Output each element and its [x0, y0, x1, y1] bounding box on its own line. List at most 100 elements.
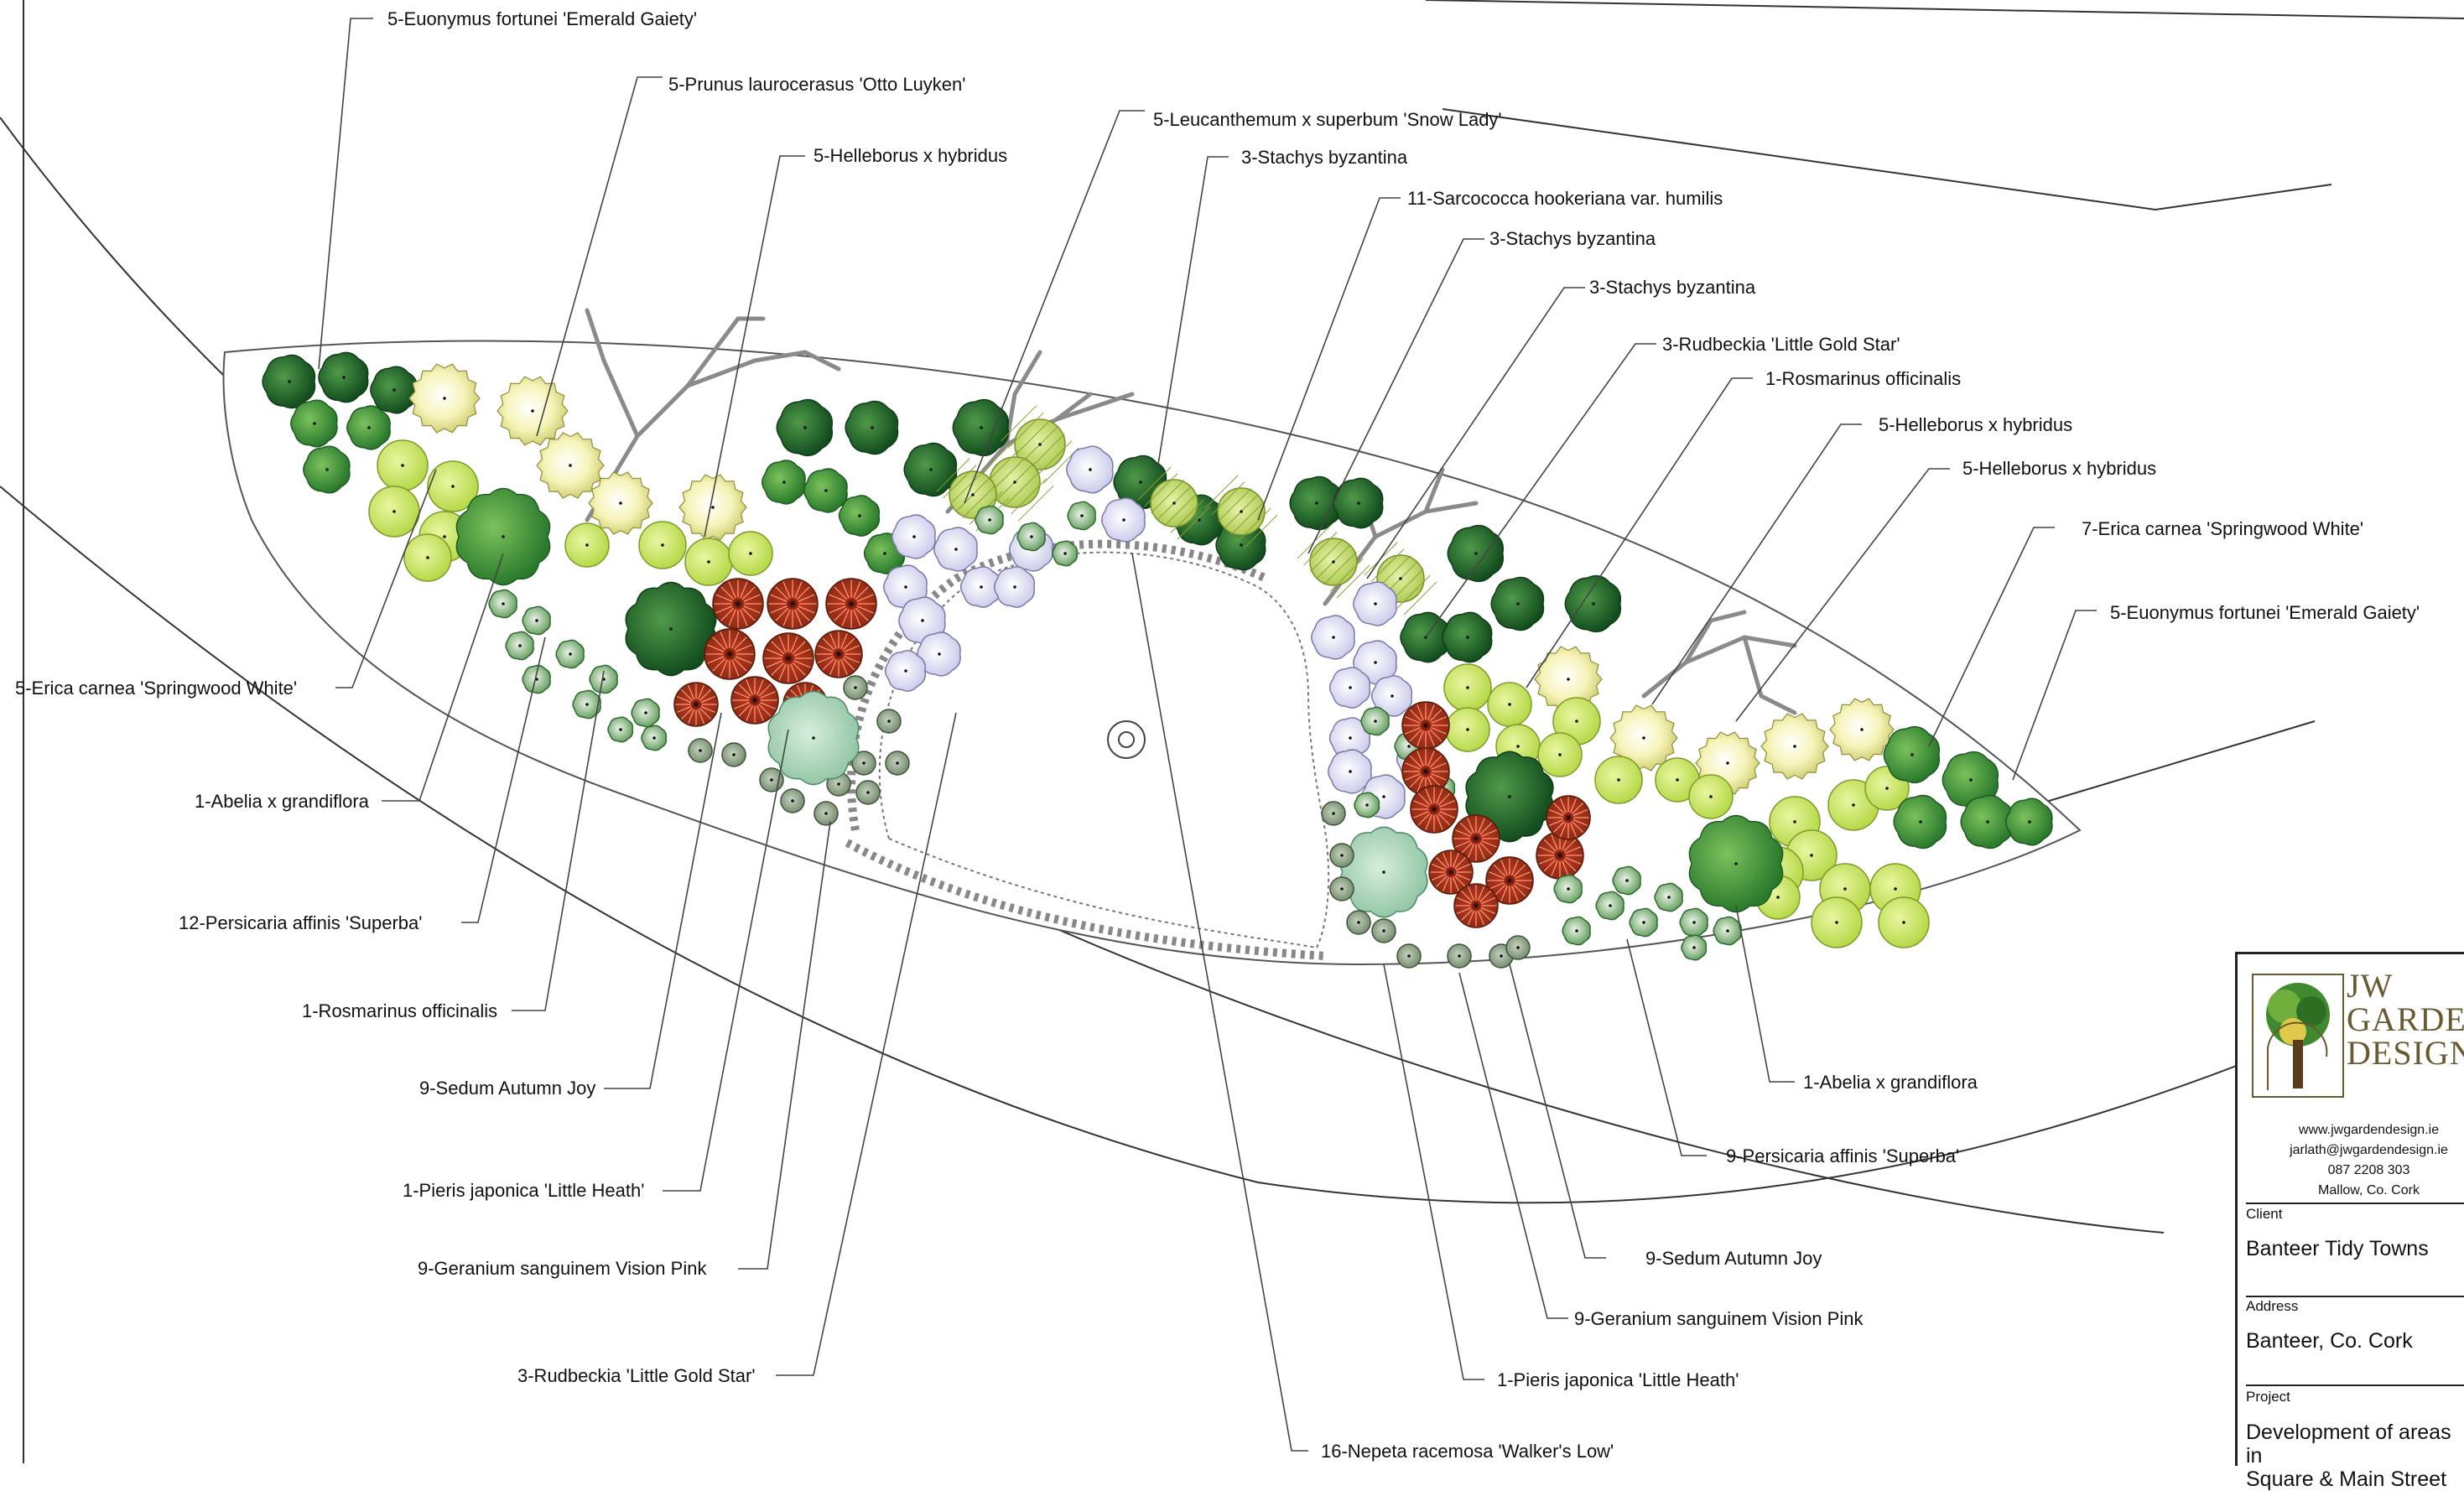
persicaria-symbol: [1360, 706, 1390, 736]
shrub-mid-symbol: [290, 399, 338, 448]
rudbeckia-symbol: [825, 578, 877, 630]
helleborus-symbol: [1760, 713, 1829, 780]
rudbeckia-symbol: [1452, 814, 1500, 863]
leucanthemum-symbol: [1066, 445, 1114, 494]
leucanthemum-symbol: [884, 650, 927, 692]
rudbeckia-symbol: [814, 630, 863, 678]
persicaria-symbol: [1595, 891, 1624, 921]
rudbeckia-symbol: [673, 682, 719, 727]
divider: [2246, 1203, 2464, 1204]
label-rudbeckia-bottom: 3-Rudbeckia 'Little Gold Star': [517, 1365, 756, 1386]
perennial-lime-symbol: [1688, 774, 1734, 819]
shrub-dark-symbol: [1400, 611, 1451, 663]
shrub-mid-symbol: [303, 445, 351, 494]
geranium-symbol: [851, 751, 876, 776]
client-value: Banteer Tidy Towns: [2246, 1237, 2429, 1260]
label-helleborus-3: 5-Helleborus x hybridus: [1962, 458, 2156, 479]
persicaria-symbol: [1553, 874, 1583, 904]
shrub-mid-symbol: [1883, 725, 1940, 784]
helleborus-symbol: [536, 432, 605, 499]
label-rosmarinus-left: 1-Rosmarinus officinalis: [302, 1000, 497, 1021]
leucanthemum-symbol: [1370, 675, 1413, 717]
rudbeckia-symbol: [1536, 831, 1584, 880]
persicaria-symbol: [522, 605, 551, 636]
persicaria-symbol: [1562, 916, 1591, 946]
shrub-mid-symbol: [346, 405, 391, 450]
leucanthemum-symbol: [1353, 581, 1397, 626]
rudbeckia-symbol: [762, 632, 814, 684]
label-persicaria-right: 9-Persicaria affinis 'Superba': [1726, 1146, 1959, 1166]
leucanthemum-symbol: [1311, 615, 1355, 660]
geranium-symbol: [843, 675, 868, 700]
label-euonymus-right: 5-Euonymus fortunei 'Emerald Gaiety': [2110, 602, 2420, 623]
divider: [2246, 1384, 2464, 1386]
location-text: Mallow, Co. Cork: [2318, 1183, 2420, 1197]
label-leucanthemum: 5-Leucanthemum x superbum 'Snow Lady': [1153, 109, 1502, 130]
leucanthemum-symbol: [1328, 667, 1371, 709]
label-abelia-right: 1-Abelia x grandiflora: [1803, 1072, 1978, 1093]
label-geranium-right: 9-Geranium sanguinem Vision Pink: [1574, 1308, 1864, 1329]
stachys-symbol: [1137, 466, 1211, 540]
nepeta-symbol: [767, 690, 860, 786]
persicaria-symbol: [522, 664, 551, 694]
contact-details: www.jwgardendesign.ie jarlath@jwgardende…: [2271, 1120, 2464, 1201]
perennial-lime-symbol: [728, 531, 773, 576]
rudbeckia-symbol: [767, 578, 819, 630]
rudbeckia-symbol: [1485, 856, 1534, 905]
geranium-symbol: [1329, 843, 1354, 868]
geranium-symbol: [885, 751, 910, 776]
shrub-dark-symbol: [262, 354, 316, 409]
persicaria-symbol: [1354, 792, 1380, 818]
shrub-mid-symbol: [838, 495, 881, 537]
rudbeckia-symbol: [1453, 883, 1499, 928]
leucanthemum-symbol: [1328, 749, 1372, 794]
brand-name: JW GARDEN DESIGN: [2347, 967, 2464, 1072]
label-rosmarinus-top: 1-Rosmarinus officinalis: [1765, 368, 1961, 389]
project-value: Development of areas in Square & Main St…: [2246, 1421, 2451, 1491]
shrub-dark-symbol: [625, 581, 717, 677]
label-helleborus-2: 5-Helleborus x hybridus: [1879, 414, 2072, 435]
geranium-symbol: [1346, 910, 1371, 935]
label-sedum-left: 9-Sedum Autumn Joy: [419, 1078, 595, 1099]
address-value: Banteer, Co. Cork: [2246, 1329, 2413, 1353]
persicaria-symbol: [975, 505, 1004, 535]
geranium-symbol: [780, 788, 805, 813]
persicaria-symbol: [1052, 540, 1079, 567]
perennial-lime-symbol: [1487, 682, 1532, 727]
shrub-dark-symbol: [1442, 611, 1493, 663]
label-stachys-3: 3-Stachys byzantina: [1589, 277, 1756, 298]
geranium-symbol: [1447, 943, 1472, 969]
persicaria-symbol: [1713, 916, 1742, 946]
rudbeckia-symbol: [1428, 849, 1474, 895]
geranium-symbol: [855, 780, 881, 805]
title-block: JW GARDEN DESIGN www.jwgardendesign.ie j…: [2235, 952, 2464, 1491]
rudbeckia-symbol: [1546, 795, 1591, 840]
persicaria-symbol: [1654, 882, 1683, 912]
persicaria-symbol: [641, 725, 668, 751]
rudbeckia-symbol: [1401, 701, 1450, 750]
divider: [2246, 1296, 2464, 1297]
helleborus-symbol: [678, 474, 747, 541]
persicaria-symbol: [488, 589, 517, 619]
geranium-symbol: [814, 801, 839, 826]
perennial-lime-symbol: [1811, 896, 1863, 948]
stachys-symbol: [1204, 475, 1278, 548]
label-sarcococca: 11-Sarcococca hookeriana var. humilis: [1407, 188, 1723, 209]
shrub-dark-symbol: [1333, 477, 1384, 529]
leucanthemum-symbol: [933, 527, 978, 572]
leucanthemum-symbol: [959, 566, 1002, 608]
label-persicaria-left: 12-Persicaria affinis 'Superba': [179, 912, 422, 933]
label-nepeta: 16-Nepeta racemosa 'Walker's Low': [1321, 1441, 1614, 1462]
paved-edge-lower: [845, 839, 1326, 960]
geranium-symbol: [1371, 918, 1396, 943]
perennial-lime-symbol: [1537, 732, 1583, 777]
label-euonymus-top: 5-Euonymus fortunei 'Emerald Gaiety': [387, 8, 697, 29]
shrub-dark-symbol: [845, 400, 899, 455]
nepeta-symbol: [1339, 826, 1428, 918]
persicaria-symbol: [607, 716, 634, 743]
label-helleborus-1: 5-Helleborus x hybridus: [814, 145, 1007, 166]
rudbeckia-symbol: [1410, 785, 1458, 834]
label-pieris-left: 1-Pieris japonica 'Little Heath': [403, 1180, 644, 1201]
persicaria-symbol: [572, 689, 601, 720]
shrub-dark-symbol: [318, 351, 369, 403]
